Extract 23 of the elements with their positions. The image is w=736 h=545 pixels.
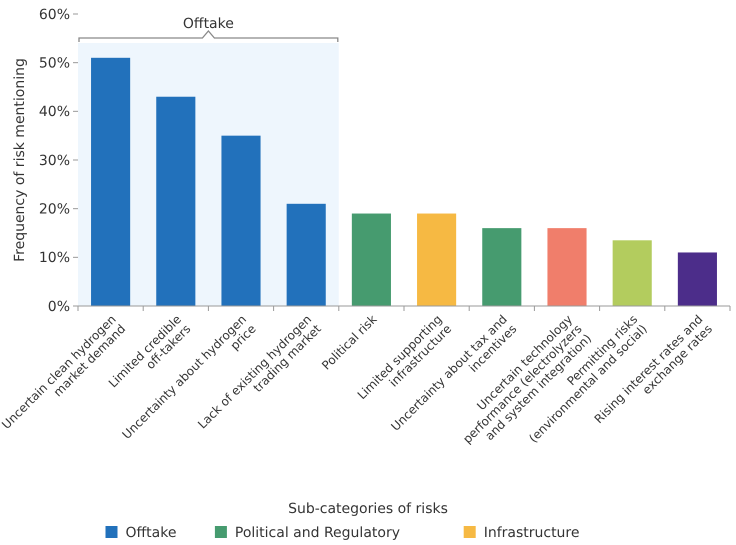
legend-label: Political and Regulatory (234, 525, 400, 541)
bar (417, 214, 456, 306)
bar (91, 58, 130, 306)
y-tick-label: 30% (38, 152, 70, 169)
y-tick-label: 10% (38, 250, 70, 266)
bar (352, 214, 391, 306)
bar (286, 204, 326, 306)
y-tick-label: 60% (38, 6, 70, 23)
y-tick-label: 0% (48, 298, 70, 315)
legend-label: Infrastructure (484, 525, 580, 541)
y-tick-label: 40% (38, 104, 70, 120)
y-tick-label: 50% (38, 56, 70, 72)
bar (612, 240, 652, 306)
y-axis-title: Frequency of risk mentioning (12, 58, 28, 262)
annotation: Offtake (182, 16, 234, 32)
x-axis-title: Sub-categories of risks (288, 501, 448, 517)
y-tick-label: 20% (38, 202, 70, 218)
legend-label: Offtake (126, 525, 176, 541)
bar (221, 136, 261, 306)
bar (678, 252, 717, 306)
bar (156, 96, 196, 306)
bar (482, 228, 522, 306)
bar (547, 228, 587, 306)
